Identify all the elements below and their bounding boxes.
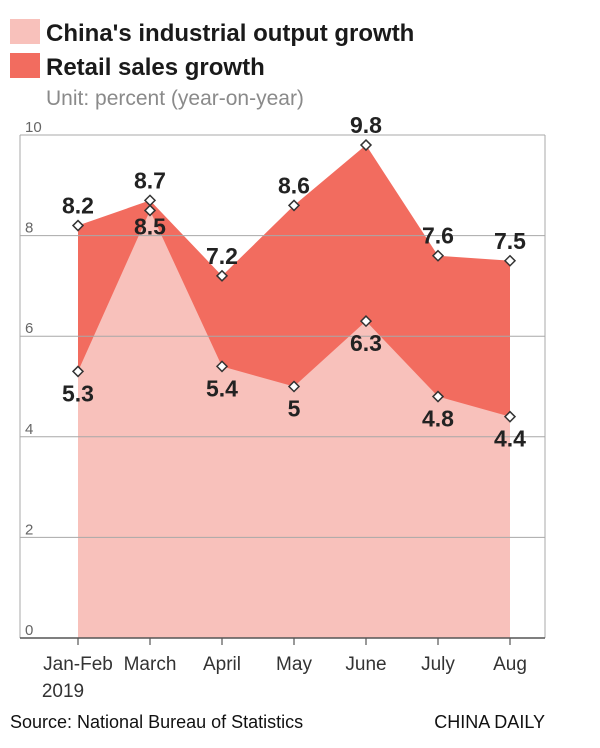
industrial-point <box>287 380 301 393</box>
industrial-point <box>215 360 229 373</box>
industrial-value-label: 5 <box>288 396 301 422</box>
x-tick-label: May <box>276 654 312 675</box>
retail-point <box>359 138 373 152</box>
brand-label: CHINA DAILY <box>434 712 545 732</box>
retail-value-label: 8.6 <box>278 172 310 198</box>
x-tick-label: April <box>203 654 241 675</box>
industrial-value-label: 4.4 <box>494 426 526 452</box>
y-tick-label: 8 <box>25 220 33 237</box>
retail-value-label: 7.2 <box>206 243 238 269</box>
x-tick-label: March <box>124 654 177 675</box>
retail-point <box>503 254 517 267</box>
x-axis-year-label: 2019 <box>42 681 84 702</box>
industrial-value-label: 5.4 <box>206 375 238 401</box>
industrial-value-label: 8.5 <box>134 213 166 239</box>
industrial-point <box>143 204 157 217</box>
industrial-point <box>503 410 517 423</box>
retail-value-label: 7.5 <box>494 228 526 254</box>
industrial-value-label: 6.3 <box>350 330 382 356</box>
retail-point <box>71 219 85 232</box>
gridlines <box>19 134 546 639</box>
y-tick-label: 4 <box>25 421 33 438</box>
retail-value-label: 9.8 <box>350 112 382 138</box>
area-industrial-output <box>78 210 510 638</box>
chart-subtitle: Unit: percent (year-on-year) <box>46 87 304 110</box>
y-tick-label: 2 <box>25 521 33 538</box>
data-labels: 8.2 8.7 7.2 8.6 9.8 7.6 7.5 5.3 8.5 5.4 5 6.3 4.8 4.4 <box>62 112 526 452</box>
y-tick-label: 6 <box>25 320 33 337</box>
industrial-value-label: 5.3 <box>62 380 94 406</box>
industrial-point <box>359 315 373 328</box>
legend-swatch-industrial <box>10 19 40 44</box>
industrial-value-label: 4.8 <box>422 406 454 432</box>
retail-value-label: 7.6 <box>422 223 454 249</box>
x-tick-label: Aug <box>493 654 527 675</box>
x-tick-label: July <box>421 654 455 675</box>
retail-point <box>287 199 301 212</box>
x-tick-label: June <box>345 654 386 675</box>
industrial-point <box>431 390 445 403</box>
x-axis-ticks: Jan-Feb March April May June July Aug <box>43 638 527 675</box>
industrial-point <box>71 365 85 378</box>
retail-point <box>431 249 445 262</box>
data-markers <box>71 138 517 423</box>
y-tick-label: 0 <box>25 622 33 639</box>
y-tick-label: 10 <box>25 119 42 136</box>
retail-value-label: 8.7 <box>134 167 166 193</box>
legend-label-retail: Retail sales growth <box>46 54 265 81</box>
retail-value-label: 8.2 <box>62 193 94 219</box>
source-note: Source: National Bureau of Statistics <box>10 712 303 732</box>
legend-label-industrial: China's industrial output growth <box>46 20 414 47</box>
legend-swatch-retail <box>10 53 40 78</box>
retail-point <box>215 269 229 282</box>
y-axis-ticks: 0 2 4 6 8 10 <box>25 119 42 639</box>
x-tick-label: Jan-Feb <box>43 654 113 675</box>
